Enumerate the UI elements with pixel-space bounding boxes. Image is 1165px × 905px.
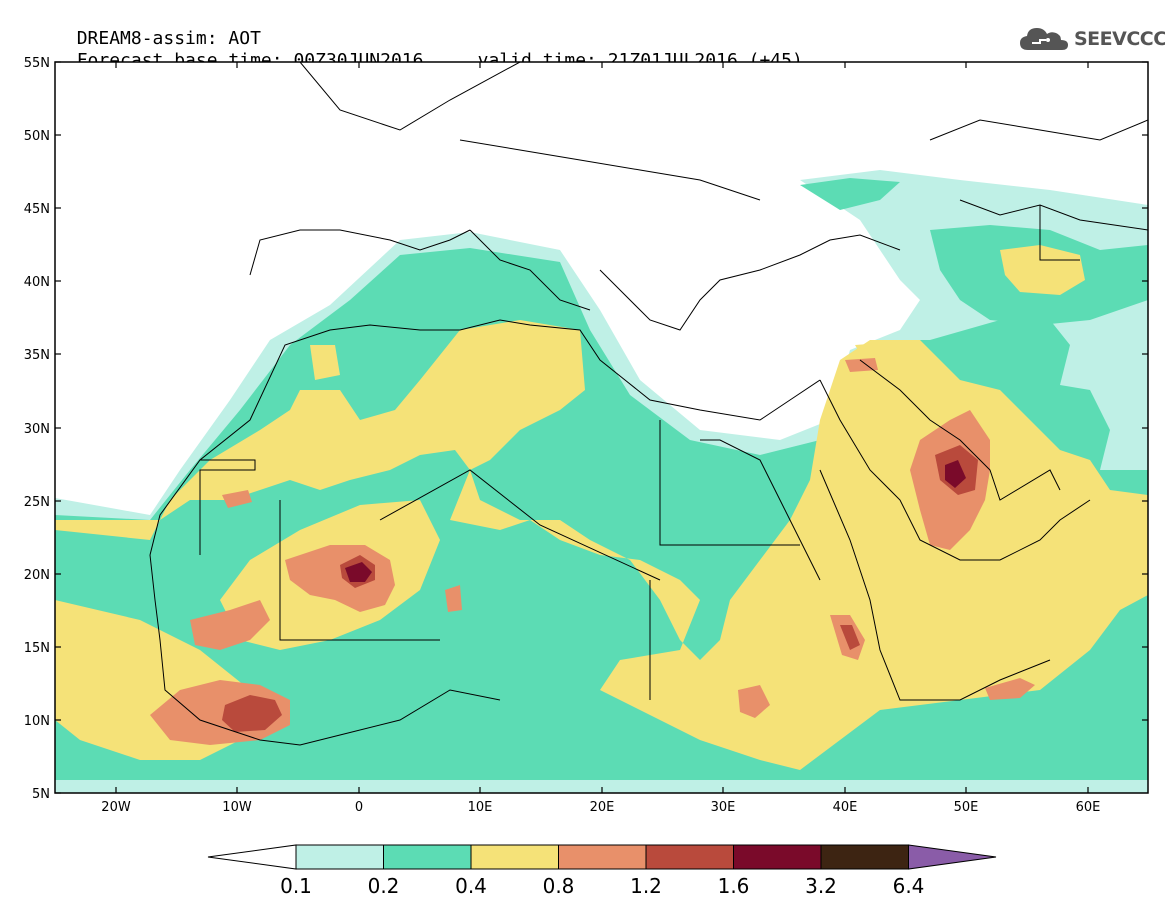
lon-axis: 20W 10W 0 10E 20E 30E 40E 50E 60E	[101, 62, 1100, 815]
colorbar-label: 0.8	[543, 874, 575, 898]
lon-tick-label: 50E	[954, 800, 979, 815]
model-field-label: DREAM8-assim: AOT	[76, 28, 261, 49]
lon-tick-label: 10W	[222, 800, 252, 815]
lat-tick-label: 55N	[24, 56, 50, 71]
lon-tick-label: 0	[355, 800, 363, 815]
lon-tick-label: 60E	[1076, 800, 1101, 815]
lat-tick-label: 35N	[24, 348, 50, 363]
colorbar-label: 0.2	[368, 874, 400, 898]
lon-tick-label: 30E	[711, 800, 736, 815]
lat-tick-label: 25N	[24, 495, 50, 510]
colorbar-cell	[295, 844, 384, 870]
lat-tick-label: 5N	[32, 787, 50, 802]
lon-tick-label: 20W	[101, 800, 131, 815]
map-title: DREAM8-assim: AOT	[55, 9, 261, 49]
colorbar-cell	[820, 844, 909, 870]
lat-tick-label: 30N	[24, 422, 50, 437]
colorbar-cell	[733, 844, 822, 870]
lat-tick-label: 40N	[24, 275, 50, 290]
aot-contour-fields	[55, 170, 1148, 793]
lon-tick-label: 10E	[468, 800, 493, 815]
logo-text: SEEVCCC	[1074, 28, 1165, 50]
colorbar-label: 0.4	[455, 874, 487, 898]
colorbar-label: 3.2	[805, 874, 837, 898]
lon-tick-label: 20E	[590, 800, 615, 815]
colorbar: 0.1 0.2 0.4 0.8 1.2 1.6 3.2 6.4	[207, 844, 997, 898]
lat-tick-label: 50N	[24, 129, 50, 144]
lat-tick-label: 15N	[24, 641, 50, 656]
aot-band-1-6	[345, 460, 966, 582]
colorbar-cell	[383, 844, 472, 870]
lat-tick-label: 10N	[24, 714, 50, 729]
colorbar-cell	[558, 844, 647, 870]
colorbar-cell	[470, 844, 559, 870]
colorbar-label: 1.6	[718, 874, 750, 898]
colorbar-label: 6.4	[893, 874, 925, 898]
colorbar-high-arrow	[908, 844, 997, 870]
colorbar-cell	[645, 844, 734, 870]
colorbar-cells	[295, 844, 909, 870]
colorbar-label: 0.1	[280, 874, 312, 898]
seevccc-logo: SEEVCCC	[1018, 24, 1165, 54]
colorbar-low-arrow	[207, 844, 297, 870]
lat-tick-label: 45N	[24, 202, 50, 217]
lat-tick-label: 20N	[24, 568, 50, 583]
cloud-logo-icon	[1020, 28, 1068, 50]
lat-axis: 55N 50N 45N 40N 35N 30N 25N 20N 15N 10N …	[24, 56, 1148, 802]
lon-tick-label: 40E	[833, 800, 858, 815]
colorbar-label: 1.2	[630, 874, 662, 898]
coastlines-borders	[149, 62, 1148, 746]
